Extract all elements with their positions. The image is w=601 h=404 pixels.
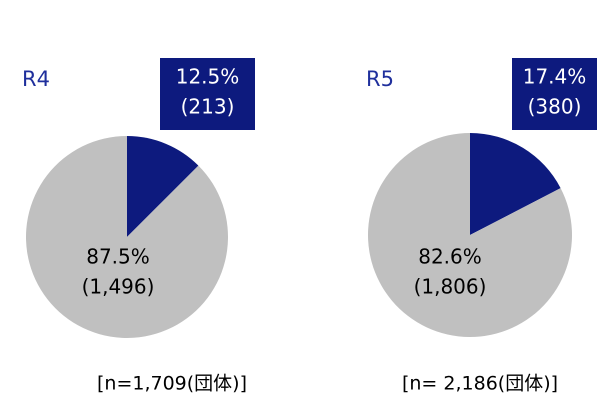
pie-title: R4 bbox=[22, 67, 50, 91]
slice-label: 82.6% bbox=[418, 245, 482, 269]
slice-label: 17.4% bbox=[523, 65, 587, 89]
pie-title: R5 bbox=[366, 67, 394, 91]
pie-slice bbox=[470, 133, 561, 235]
slice-count: (213) bbox=[181, 95, 235, 119]
label-box bbox=[512, 58, 597, 130]
pie-slice bbox=[127, 136, 199, 237]
pie-slice bbox=[26, 136, 229, 338]
slice-label: 87.5% bbox=[86, 245, 150, 269]
note: [n=1,709(団体)] bbox=[97, 373, 247, 395]
slice-count: (380) bbox=[528, 95, 582, 119]
label-box bbox=[160, 58, 255, 130]
slice-count: (1,496) bbox=[82, 275, 155, 299]
slice-label: 12.5% bbox=[176, 65, 240, 89]
note: [n= 2,186(団体)] bbox=[402, 373, 558, 395]
slice-count: (1,806) bbox=[414, 275, 487, 299]
pie-slice bbox=[367, 133, 572, 338]
